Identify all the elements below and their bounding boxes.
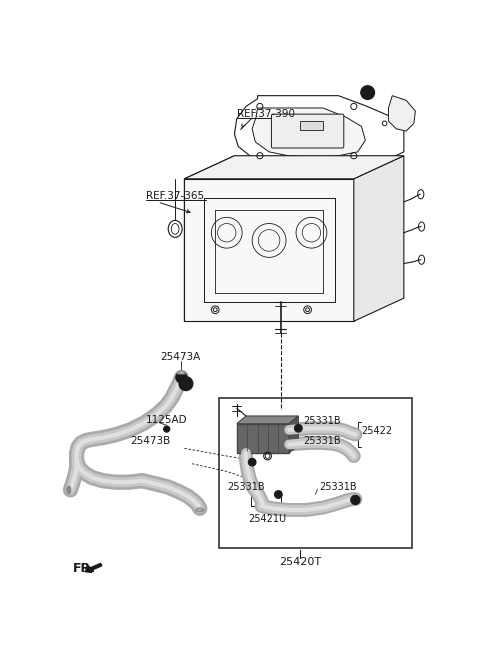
Bar: [219, 398, 411, 548]
Text: FR.: FR.: [73, 562, 96, 575]
Polygon shape: [237, 416, 299, 424]
Ellipse shape: [67, 486, 71, 494]
Text: 25331B: 25331B: [304, 417, 341, 426]
Polygon shape: [234, 96, 404, 163]
Polygon shape: [354, 155, 404, 321]
FancyBboxPatch shape: [271, 114, 344, 148]
Circle shape: [165, 428, 168, 430]
Text: 25331B: 25331B: [319, 482, 357, 492]
Circle shape: [353, 498, 358, 502]
Polygon shape: [184, 155, 404, 179]
Circle shape: [276, 493, 280, 497]
Text: 25473A: 25473A: [160, 352, 201, 363]
Circle shape: [178, 375, 184, 380]
Text: 25422: 25422: [361, 426, 393, 436]
Ellipse shape: [197, 509, 202, 511]
Circle shape: [248, 459, 256, 466]
Circle shape: [179, 377, 193, 390]
FancyArrow shape: [85, 564, 102, 573]
Text: REF.37-365: REF.37-365: [146, 191, 204, 201]
Polygon shape: [184, 179, 354, 321]
Circle shape: [176, 372, 187, 383]
Circle shape: [295, 424, 302, 432]
Circle shape: [297, 426, 300, 430]
Circle shape: [275, 491, 282, 499]
Circle shape: [164, 426, 170, 432]
Circle shape: [361, 86, 374, 100]
Polygon shape: [289, 416, 299, 453]
Polygon shape: [184, 155, 234, 321]
Text: A: A: [183, 379, 189, 388]
Ellipse shape: [196, 508, 204, 512]
Bar: [237, 424, 289, 453]
Text: 25331B: 25331B: [227, 482, 264, 492]
Text: 25473B: 25473B: [131, 436, 171, 445]
Ellipse shape: [179, 372, 184, 374]
Text: A: A: [365, 88, 371, 97]
Text: 25420T: 25420T: [279, 558, 321, 567]
Text: 25421U: 25421U: [249, 514, 287, 524]
Ellipse shape: [178, 371, 185, 375]
Circle shape: [351, 495, 360, 504]
Circle shape: [250, 461, 254, 464]
Text: REF.37-390: REF.37-390: [237, 109, 295, 119]
Text: 25331B: 25331B: [304, 436, 341, 445]
Bar: [300, 121, 323, 131]
Polygon shape: [252, 108, 365, 157]
Polygon shape: [388, 96, 415, 131]
Text: 1125AD: 1125AD: [146, 415, 188, 425]
